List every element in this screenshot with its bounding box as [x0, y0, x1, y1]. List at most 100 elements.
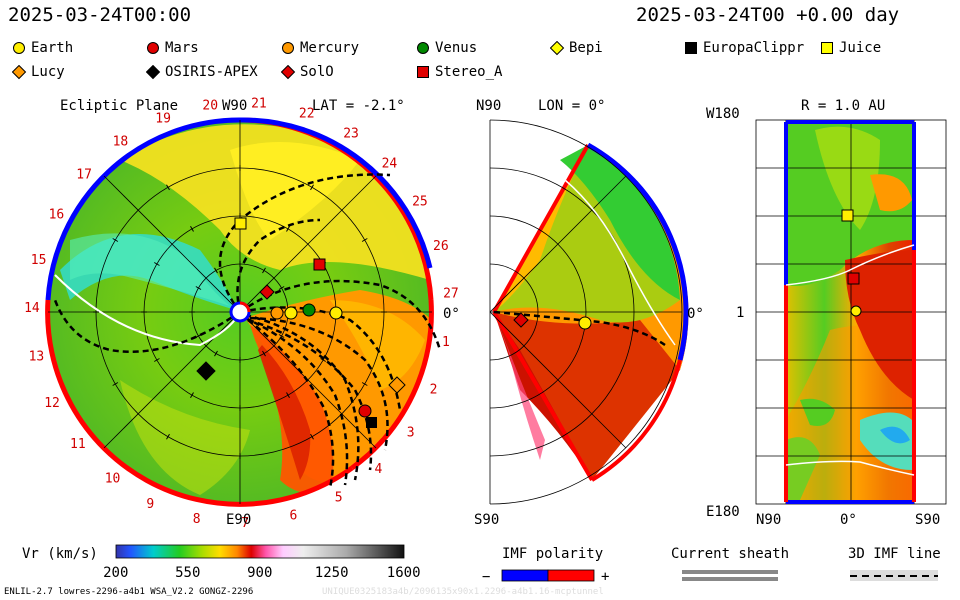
imf-title: IMF polarity	[502, 546, 603, 562]
legend-square-icon	[685, 41, 697, 54]
legend-item-europaclippr: EuropaClippr	[684, 40, 804, 56]
colorbar-tick: 900	[247, 565, 272, 581]
carrington-number: 24	[382, 157, 398, 172]
legend-label: Venus	[435, 40, 478, 56]
carrington-number: 26	[433, 239, 449, 254]
carrington-number: 9	[146, 497, 154, 512]
carrington-number: 22	[299, 106, 315, 121]
map-x-right: S90	[915, 512, 940, 528]
carrington-number: 4	[375, 462, 383, 477]
colorbar-tick: 1600	[387, 565, 421, 581]
meridional-right-label: 0°	[687, 306, 704, 322]
map-top-label: W180	[706, 106, 740, 122]
legend-label: SolO	[300, 64, 334, 80]
carrington-number: 18	[113, 135, 129, 150]
legend-label: Bepi	[569, 40, 603, 56]
current-sheath-legend: Current sheath	[671, 546, 789, 581]
carrington-number: 10	[105, 472, 121, 487]
stereo-a-marker	[313, 258, 326, 271]
colorbar-tick: 550	[175, 565, 200, 581]
ecliptic-title: Ecliptic Plane	[60, 98, 178, 114]
legend-item-mercury: Mercury	[281, 40, 359, 56]
imf-line-title: 3D IMF line	[848, 546, 941, 562]
map-x-mid: 0°	[840, 512, 857, 528]
carrington-number: 23	[343, 127, 359, 142]
legend-item-venus: Venus	[416, 40, 477, 56]
legend-label: Lucy	[31, 64, 65, 80]
juice-marker	[234, 217, 247, 230]
colorbar-tick: 1250	[315, 565, 349, 581]
carrington-number: 5	[335, 490, 343, 505]
earth-meridional-marker	[578, 316, 592, 330]
legend-circle-icon	[13, 41, 25, 54]
legend-item-mars: Mars	[146, 40, 199, 56]
carrington-number: 7	[241, 516, 249, 531]
legend-item-stereo-a: Stereo_A	[416, 64, 502, 80]
bepi-marker-pt	[284, 306, 298, 320]
carrington-number: 20	[202, 98, 218, 113]
earth-marker	[329, 306, 343, 320]
carrington-number: 1	[442, 335, 450, 350]
carrington-number: 15	[31, 253, 47, 268]
legend-item-juice: Juice	[820, 40, 881, 56]
legend-label: EuropaClippr	[703, 40, 805, 56]
legend-label: OSIRIS-APEX	[165, 64, 258, 80]
ecliptic-bottom-label: E90	[226, 512, 251, 528]
carrington-number: 17	[76, 167, 92, 182]
meridional-lon-label: LON = 0°	[538, 98, 605, 114]
imf-polarity-legend: IMF polarity − +	[482, 546, 609, 585]
carrington-number: 27	[443, 287, 459, 302]
earth-map-marker	[850, 305, 862, 317]
carrington-number: 21	[251, 97, 267, 112]
carrington-number: 6	[290, 509, 298, 524]
map-title: R = 1.0 AU	[801, 98, 885, 114]
legend-circle-icon	[417, 41, 429, 54]
footer-left: ENLIL-2.7 lowres-2296-a4b1 WSA_V2.2 GONG…	[4, 587, 254, 597]
legend-item-osiris-apex: OSIRIS-APEX	[146, 64, 258, 80]
map-x-left: N90	[756, 512, 781, 528]
carrington-number: 19	[155, 111, 171, 126]
carrington-number: 16	[49, 207, 65, 222]
map-panel: R = 1.0 AU W180 1 E180 N90 0° S90	[706, 98, 947, 528]
europa-clipper-marker	[366, 417, 377, 428]
right-timestamp: 2025-03-24T00 +0.00 day	[636, 4, 900, 26]
legend-label: Mars	[165, 40, 199, 56]
carrington-number: 8	[193, 512, 201, 527]
carrington-number: 13	[29, 350, 45, 365]
carrington-number: 2	[430, 382, 438, 397]
carrington-number: 12	[44, 396, 60, 411]
ecliptic-top-label: W90	[222, 98, 247, 114]
legend-diamond-icon	[281, 64, 296, 79]
imf-line-legend: 3D IMF line	[848, 546, 941, 581]
mercury-marker	[270, 306, 284, 320]
ecliptic-right-label: 0°	[443, 306, 460, 322]
carrington-number: 11	[70, 437, 86, 452]
legend-label: Juice	[839, 40, 882, 56]
mars-marker	[358, 404, 372, 418]
legend-item-bepi: Bepi	[550, 40, 603, 56]
legend-square-icon	[417, 65, 429, 78]
carrington-number: 25	[412, 195, 428, 210]
carrington-number: 3	[407, 425, 415, 440]
meridional-bottom-label: S90	[474, 512, 499, 528]
sheath-title: Current sheath	[671, 546, 789, 562]
left-timestamp: 2025-03-24T00:00	[8, 4, 192, 26]
lucy-marker	[388, 376, 406, 394]
stereo-a-map-marker	[847, 272, 860, 285]
ecliptic-lat-label: LAT = -2.1°	[312, 98, 405, 114]
legend-square-icon	[821, 41, 833, 54]
legend-diamond-icon	[146, 64, 161, 79]
solo-marker	[259, 284, 275, 300]
carrington-number: 14	[24, 301, 40, 316]
osiris-apex-marker	[196, 361, 216, 381]
legend-item-earth: Earth	[12, 40, 73, 56]
map-mid-label: 1	[736, 305, 744, 321]
legend-diamond-icon	[12, 64, 27, 79]
colorbar: Vr (km/s) 200 550 900 1250 1600	[22, 544, 421, 581]
legend-item-solo: SolO	[281, 64, 334, 80]
legend-item-lucy: Lucy	[12, 64, 65, 80]
legend-diamond-icon	[550, 40, 565, 55]
map-bottom-label: E180	[706, 504, 740, 520]
